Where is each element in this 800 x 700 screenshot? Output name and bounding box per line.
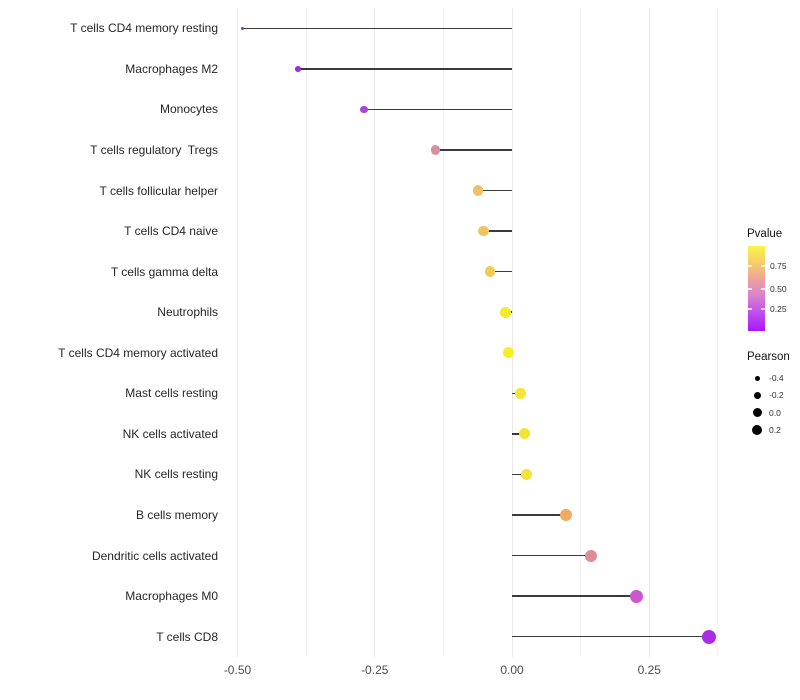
pearson-size-label: 0.0 [769, 407, 781, 418]
lollipop-segment [435, 149, 512, 151]
lollipop-point [559, 509, 572, 521]
grid-major-line [374, 8, 376, 657]
colorbar-tick-label: 0.75 [770, 260, 787, 271]
lollipop-point [584, 549, 598, 562]
lollipop-segment [297, 68, 512, 70]
lollipop-segment [512, 635, 709, 638]
lollipop-point [484, 266, 496, 277]
lollipop-segment [490, 270, 512, 273]
lollipop-segment [363, 108, 512, 111]
pearson-size-dot [751, 424, 763, 436]
lollipop-segment [512, 554, 592, 557]
colorbar-tick-mark [761, 288, 765, 290]
lollipop-point [472, 185, 484, 196]
lollipop-point [500, 306, 511, 318]
pearson-size-dot [753, 391, 761, 399]
grid-major-line [511, 8, 513, 657]
x-tick-label: 0.00 [500, 663, 524, 677]
colorbar-tick-mark [748, 288, 752, 290]
category-label: NK cells activated [122, 426, 218, 441]
lollipop-point [241, 26, 245, 30]
category-label: Neutrophils [157, 305, 218, 320]
lollipop-point [629, 589, 643, 603]
lollipop-segment [242, 27, 512, 30]
grid-major-line [648, 8, 650, 657]
grid-major-line [237, 8, 238, 657]
colorbar-tick-mark [748, 308, 752, 310]
lollipop-segment [512, 595, 637, 597]
grid-minor-line [442, 8, 444, 657]
pearson-size-label: -0.2 [769, 390, 784, 401]
category-label: Macrophages M0 [125, 589, 218, 604]
category-label: T cells gamma delta [110, 264, 218, 279]
category-label: T cells follicular helper [99, 183, 219, 198]
category-label: Dendritic cells activated [91, 548, 218, 563]
grid-minor-line [717, 8, 719, 657]
category-label: Macrophages M2 [125, 61, 218, 76]
lollipop-segment [477, 189, 512, 192]
x-tick-label: -0.25 [361, 663, 389, 677]
lollipop-segment [512, 473, 527, 476]
grid-minor-line [305, 8, 307, 657]
lollipop-point [503, 347, 515, 359]
category-label: Mast cells resting [125, 386, 218, 401]
lollipop-segment [512, 433, 525, 435]
category-label: T cells CD4 memory activated [58, 345, 218, 360]
pearson-size-label: 0.2 [769, 425, 781, 436]
colorbar-tick-label: 0.50 [770, 284, 787, 294]
lollipop-segment [483, 230, 512, 232]
category-label: T cells CD4 naive [124, 224, 218, 239]
category-label: NK cells resting [134, 467, 218, 482]
lollipop-point [295, 66, 301, 72]
x-tick-label: 0.25 [637, 663, 661, 677]
lollipop-point [515, 387, 527, 399]
category-label: T cells CD8 [156, 629, 218, 644]
pearson-size-label: -0.4 [769, 373, 784, 383]
lollipop-segment [512, 514, 566, 516]
category-label: T cells regulatory Tregs [90, 142, 218, 157]
colorbar-tick-label: 0.25 [770, 303, 787, 314]
colorbar-tick-mark [761, 265, 765, 267]
lollipop-point [430, 145, 440, 155]
legend-pvalue-title: Pvalue [747, 228, 783, 240]
colorbar-tick-mark [761, 308, 765, 310]
lollipop-point [701, 629, 716, 644]
grid-minor-line [580, 8, 582, 657]
legend-pearson-title: Pearson [747, 351, 790, 363]
lollipop-point [359, 105, 368, 114]
lollipop-point [478, 225, 489, 237]
colorbar-tick-mark [748, 265, 752, 267]
pearson-size-dot [752, 408, 762, 418]
pearson-size-dot [754, 375, 760, 381]
pvalue-colorbar [748, 246, 765, 331]
category-label: T cells CD4 memory resting [70, 21, 218, 36]
lollipop-point [518, 428, 530, 440]
category-label: B cells memory [135, 508, 218, 523]
category-label: Monocytes [159, 102, 218, 117]
lollipop-point [520, 468, 532, 480]
x-tick-label: -0.50 [223, 663, 252, 677]
